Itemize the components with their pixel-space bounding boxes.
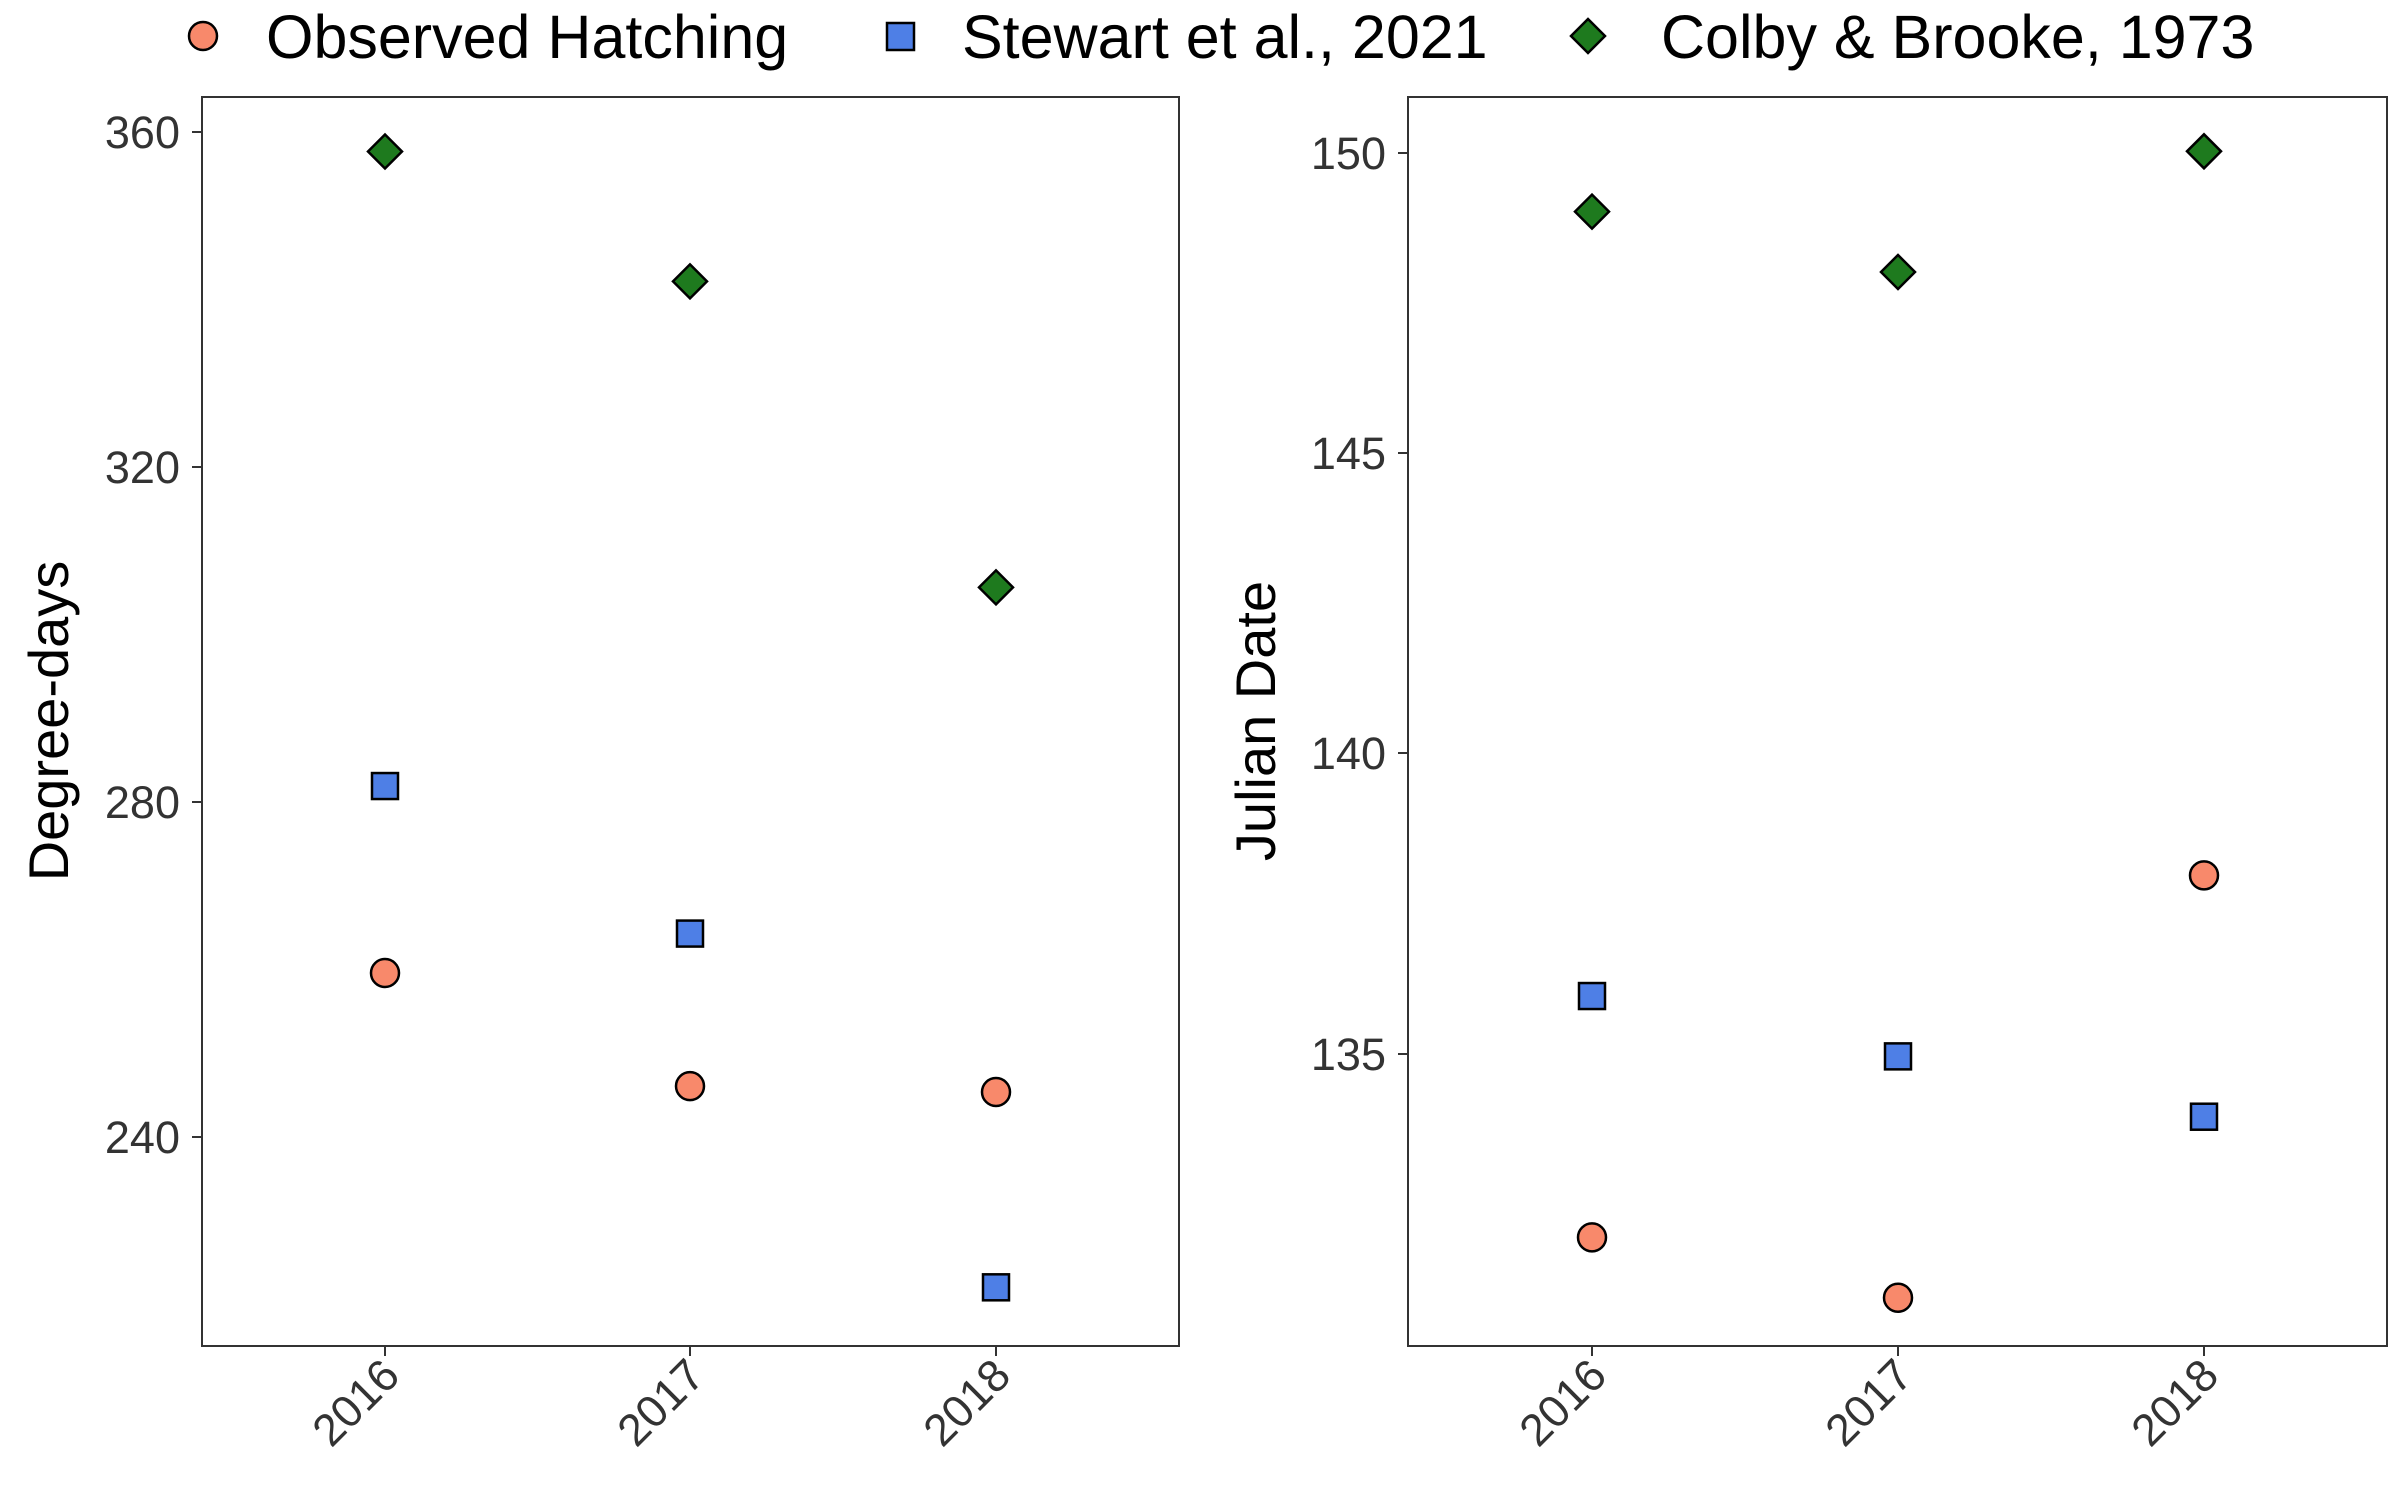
y-tick-label: 150 — [1311, 128, 1386, 179]
point-observed-hatching-2017 — [1882, 1282, 1914, 1313]
y-tick-label: 140 — [1311, 728, 1386, 779]
y-tick-label: 240 — [105, 1112, 180, 1163]
point-observed-hatching-2018 — [2188, 860, 2220, 891]
legend-key-square — [885, 21, 916, 52]
point-observed-hatching-2018 — [980, 1076, 1012, 1108]
legend: Observed Hatching Stewart et al., 2021 C… — [187, 3, 2254, 71]
point-observed-hatching-2016 — [1576, 1222, 1608, 1253]
legend-item-stewart: Stewart et al., 2021 — [885, 3, 1488, 71]
x-tick-label: 2016 — [302, 1349, 409, 1456]
point-colby-brooke-1973-2016 — [1573, 192, 1611, 231]
point-stewart-et-al-2021-2016 — [1577, 981, 1607, 1011]
point-stewart-et-al-2021-2016 — [370, 771, 400, 801]
y-axis-title: Julian Date — [1224, 581, 1287, 861]
y-tick-label: 280 — [105, 777, 180, 828]
legend-key-diamond — [1569, 17, 1607, 55]
panel-julian-date: 135 140 145 150 2016 2017 2018 Julian Da… — [1224, 96, 2388, 1456]
y-tick-label: 145 — [1311, 428, 1386, 479]
legend-label: Observed Hatching — [266, 3, 788, 71]
legend-label: Colby & Brooke, 1973 — [1661, 3, 2254, 71]
legend-key-circle — [187, 20, 219, 52]
legend-label: Stewart et al., 2021 — [962, 3, 1488, 71]
point-colby-brooke-1973-2017 — [1879, 253, 1917, 291]
y-ticks: 240 280 320 360 — [105, 107, 202, 1163]
legend-item-observed-hatching: Observed Hatching — [187, 3, 788, 71]
y-tick-label: 360 — [105, 107, 180, 158]
y-tick-label: 135 — [1311, 1029, 1386, 1080]
x-tick-label: 2018 — [2121, 1349, 2228, 1456]
point-colby-brooke-1973-2018 — [2185, 132, 2223, 171]
y-tick-label: 320 — [105, 442, 180, 493]
x-tick-label: 2016 — [1509, 1349, 1616, 1456]
point-observed-hatching-2016 — [369, 957, 401, 989]
legend-item-colby-brooke: Colby & Brooke, 1973 — [1569, 3, 2254, 71]
x-tick-label: 2017 — [607, 1349, 714, 1456]
data-points — [1573, 132, 2223, 1313]
point-colby-brooke-1973-2018 — [977, 568, 1015, 607]
x-ticks: 2016 2017 2018 — [302, 1346, 1020, 1456]
point-stewart-et-al-2021-2018 — [2189, 1102, 2219, 1131]
point-stewart-et-al-2021-2017 — [675, 919, 705, 948]
point-observed-hatching-2017 — [674, 1070, 706, 1102]
point-stewart-et-al-2021-2018 — [981, 1273, 1011, 1302]
y-axis-title: Degree-days — [17, 561, 80, 882]
panel-degree-days: 240 280 320 360 2016 2017 2018 Degree-da… — [17, 96, 1180, 1456]
x-tick-label: 2018 — [913, 1349, 1020, 1456]
data-points — [366, 132, 1015, 1302]
point-stewart-et-al-2021-2017 — [1883, 1042, 1913, 1071]
x-tick-label: 2017 — [1815, 1349, 1922, 1456]
point-colby-brooke-1973-2016 — [366, 132, 404, 171]
y-ticks: 135 140 145 150 — [1311, 128, 1408, 1080]
point-colby-brooke-1973-2017 — [671, 262, 709, 301]
x-ticks: 2016 2017 2018 — [1509, 1346, 2228, 1456]
